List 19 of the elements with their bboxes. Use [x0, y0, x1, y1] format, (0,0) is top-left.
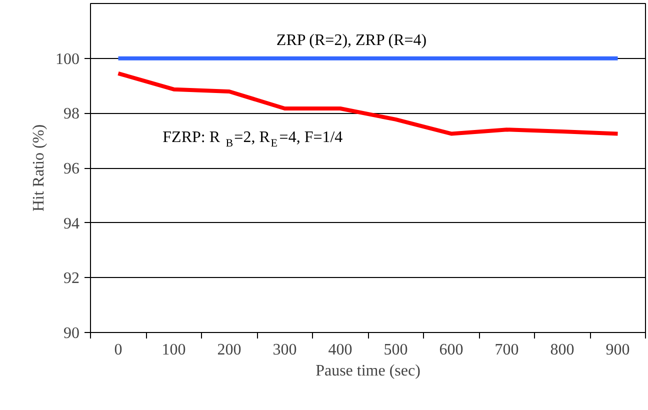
y-tick-label: 96 [64, 160, 80, 178]
x-tick-label: 100 [162, 342, 186, 358]
x-tick-label: 500 [384, 342, 408, 358]
y-tick-label: 92 [64, 270, 80, 288]
x-tick-label: 900 [606, 342, 630, 358]
x-tick-label: 800 [550, 342, 574, 358]
x-tick-label: 400 [328, 342, 352, 358]
x-tick-label: 0 [114, 342, 122, 358]
y-tick-label: 98 [64, 106, 80, 123]
x-tick-label: 600 [439, 342, 464, 358]
x-tick-label: 300 [272, 342, 297, 358]
y-tick-label: 100 [56, 50, 80, 68]
y-tick-label: 94 [64, 215, 80, 232]
x-axis-title: Pause time (sec) [316, 362, 420, 380]
x-tick-label: 200 [217, 342, 242, 358]
x-tick-label: 700 [494, 342, 519, 358]
series-label: ZRP (R=2), ZRP (R=4) [276, 32, 427, 49]
y-axis-title: Hit Ratio (%) [30, 124, 48, 212]
y-tick-label: 90 [64, 325, 80, 342]
